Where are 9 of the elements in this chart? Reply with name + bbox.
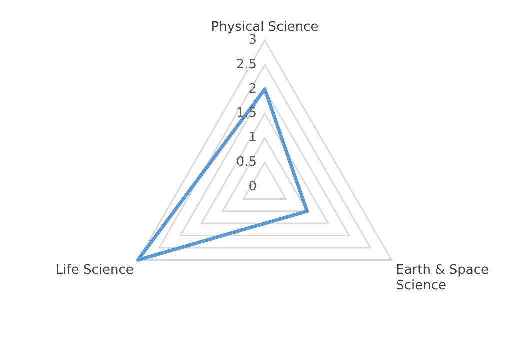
spoke-label: Earth & Space Science — [396, 262, 490, 294]
y-tick-label: 3 — [248, 32, 257, 48]
y-tick-label: 2 — [248, 82, 257, 97]
spoke-label: Life Science — [56, 262, 134, 278]
spoke-label: Physical Science — [211, 20, 319, 36]
y-tick-label: 2.5 — [236, 57, 257, 72]
y-tick-label: 0.5 — [236, 154, 257, 170]
y-tick-label: 1 — [248, 130, 257, 146]
y-tick-label: 0 — [248, 179, 257, 194]
